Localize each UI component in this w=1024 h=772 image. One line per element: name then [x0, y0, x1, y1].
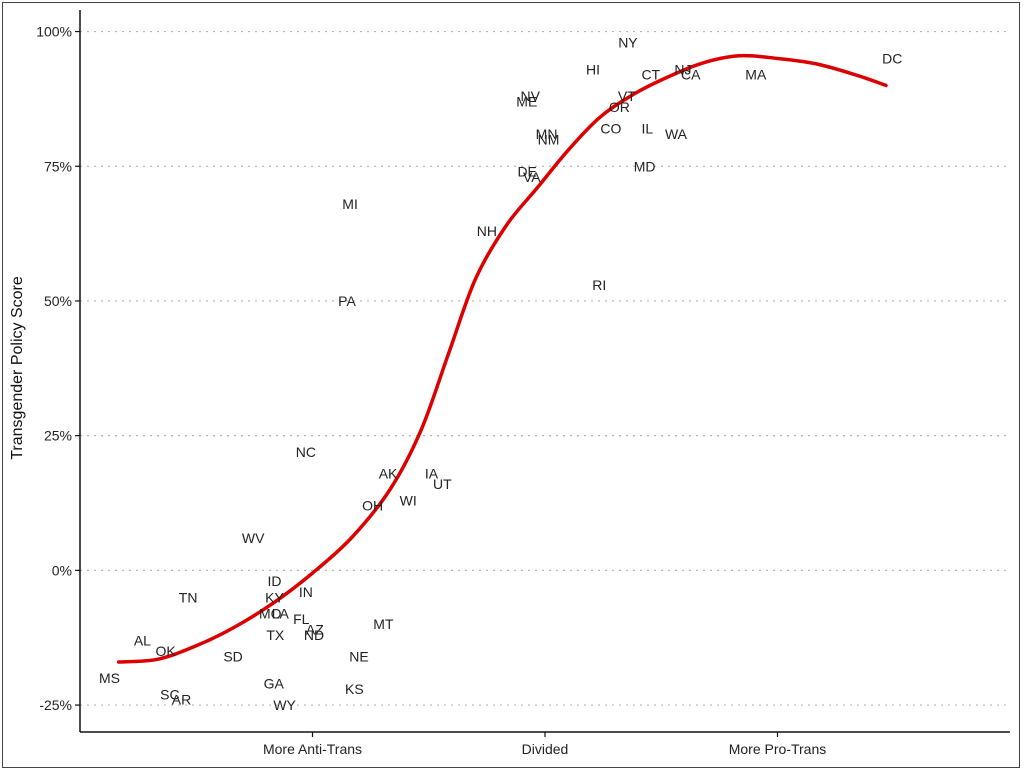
state-label-mo: MO: [259, 605, 282, 621]
state-label-wv: WV: [242, 530, 265, 546]
x-tick-label: More Anti-Trans: [263, 741, 362, 757]
state-label-id: ID: [268, 573, 282, 589]
state-label-ak: AK: [379, 465, 398, 481]
state-label-tx: TX: [266, 627, 285, 643]
state-label-mn: MN: [536, 126, 558, 142]
y-tick-label: 25%: [44, 428, 72, 444]
state-label-or: OR: [609, 99, 630, 115]
gridlines: [80, 30, 1010, 706]
state-label-ar: AR: [172, 692, 191, 708]
state-label-wi: WI: [400, 492, 417, 508]
state-label-co: CO: [600, 121, 621, 137]
state-label-mi: MI: [342, 196, 358, 212]
state-label-ok: OK: [156, 643, 177, 659]
state-label-wa: WA: [665, 126, 688, 142]
state-label-ri: RI: [592, 277, 606, 293]
state-label-sc: SC: [160, 686, 179, 702]
state-label-mt: MT: [373, 616, 394, 632]
state-label-tn: TN: [179, 589, 198, 605]
state-label-ky: KY: [265, 589, 284, 605]
y-tick-label: 50%: [44, 293, 72, 309]
state-label-de: DE: [517, 164, 536, 180]
state-label-ut: UT: [433, 476, 452, 492]
state-label-la: LA: [272, 605, 290, 621]
state-label-ny: NY: [618, 34, 638, 50]
x-axis-ticks: More Anti-Trans Divided More Pro-Trans: [263, 732, 826, 757]
state-label-az: AZ: [306, 622, 324, 638]
state-label-nv: NV: [521, 88, 541, 104]
state-label-nm: NM: [538, 131, 560, 147]
y-axis-ticks: 100% 75% 50% 25% 0% -25%: [36, 24, 80, 713]
state-label-oh: OH: [362, 498, 383, 514]
state-label-nc: NC: [296, 444, 316, 460]
y-tick-label: -25%: [39, 697, 72, 713]
state-label-hi: HI: [586, 61, 600, 77]
state-label-sd: SD: [223, 649, 242, 665]
state-label-il: IL: [641, 121, 653, 137]
state-label-me: ME: [516, 94, 537, 110]
y-tick-label: 0%: [52, 562, 72, 578]
state-label-dc: DC: [882, 50, 902, 66]
state-label-va: VA: [523, 169, 541, 185]
state-label-ga: GA: [264, 676, 285, 692]
state-label-vt: VT: [618, 88, 636, 104]
y-axis-title: Transgender Policy Score: [9, 276, 26, 460]
state-label-in: IN: [299, 584, 313, 600]
state-label-ma: MA: [745, 67, 767, 83]
state-label-ct: CT: [641, 67, 660, 83]
state-label-nh: NH: [477, 223, 497, 239]
y-tick-label: 100%: [36, 24, 72, 40]
state-label-ca: CA: [681, 67, 701, 83]
y-tick-label: 75%: [44, 158, 72, 174]
state-label-fl: FL: [293, 611, 310, 627]
state-label-nj: NJ: [674, 61, 691, 77]
state-label-ne: NE: [349, 649, 368, 665]
state-label-ks: KS: [345, 681, 364, 697]
state-label-pa: PA: [338, 293, 356, 309]
state-label-wy: WY: [273, 697, 296, 713]
x-tick-label: Divided: [522, 741, 569, 757]
trend-line: [116, 53, 888, 664]
state-label-nd: ND: [304, 627, 324, 643]
x-tick-label: More Pro-Trans: [729, 741, 827, 757]
state-label-ms: MS: [99, 670, 120, 686]
state-label-al: AL: [134, 632, 151, 648]
state-label-ia: IA: [425, 465, 439, 481]
state-label-md: MD: [634, 158, 656, 174]
